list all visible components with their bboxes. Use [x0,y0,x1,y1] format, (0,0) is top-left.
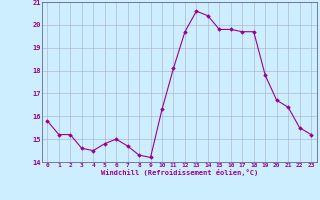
X-axis label: Windchill (Refroidissement éolien,°C): Windchill (Refroidissement éolien,°C) [100,169,258,176]
